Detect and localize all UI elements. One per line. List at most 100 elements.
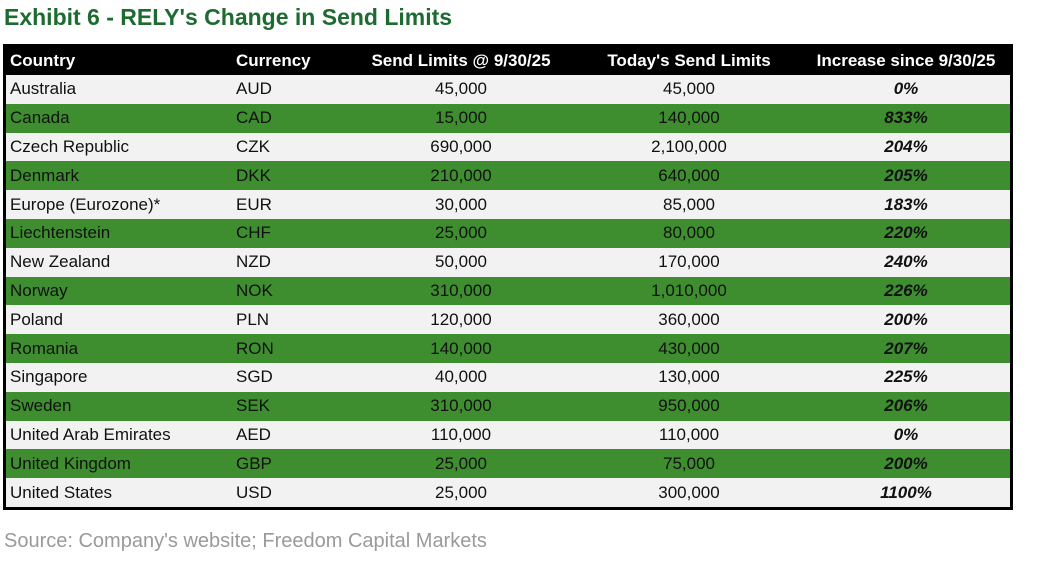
table-cell: 30,000 [435,194,487,214]
table-cell: Denmark [10,165,79,185]
table-cell: 140,000 [658,108,720,128]
table-cell: CAD [236,108,272,128]
table-cell: Romania [10,338,79,358]
table-cell: 210,000 [430,165,492,185]
header-cell: Country [10,51,76,70]
table-cell: RON [236,338,274,358]
table-cell: 430,000 [658,338,720,358]
table: Country Currency Send Limits @ 9/30/25 Toda… [3,44,1013,510]
table-cell: 690,000 [430,136,492,156]
table-cell: USD [236,482,272,502]
table-cell: 130,000 [658,367,720,387]
table-cell: 204% [884,136,928,156]
table-row: Poland PLN 120,000 360,000 200% [6,305,1010,335]
table-cell: 833% [884,108,928,128]
header-cell: Currency [236,51,311,70]
table-cell: 110,000 [658,424,720,444]
table-row: United States USD 25,000 300,000 1100% [6,478,1010,507]
table-row: Singapore SGD 40,000 130,000 225% [6,362,1010,392]
table-cell: 85,000 [663,194,715,214]
source-note: Source: Company's website; Freedom Capit… [4,530,487,552]
table-cell: 200% [884,453,928,473]
table-cell: 25,000 [435,453,487,473]
table-cell: 226% [884,280,928,300]
table-cell: 120,000 [430,309,492,329]
table-cell: Canada [10,108,70,128]
table-cell: 640,000 [658,165,720,185]
table-cell: 310,000 [430,280,492,300]
table-cell: 110,000 [430,424,492,444]
table-cell: 220% [884,223,928,243]
table-row: Europe (Eurozone)* EUR 30,000 85,000 183% [6,190,1010,219]
table-cell: NOK [236,280,273,300]
table-cell: 170,000 [658,252,720,272]
table-cell: 45,000 [663,79,715,99]
table-cell: New Zealand [10,252,111,272]
table-cell: 25,000 [435,482,487,502]
table-cell: 25,000 [435,223,487,243]
table-cell: SEK [236,396,271,416]
table-cell: 950,000 [658,396,720,416]
table-cell: 200% [884,309,928,329]
header-cell: Today's Send Limits [607,51,771,70]
table-cell: 1,010,000 [651,280,727,300]
table-cell: 300,000 [658,482,720,502]
header-cell: Increase since 9/30/25 [816,51,996,70]
table-cell: SGD [236,367,273,387]
table-cell: CZK [236,136,270,156]
table-cell: 207% [884,338,928,358]
table-cell: Norway [10,280,68,300]
table-cell: 50,000 [435,252,487,272]
table-cell: DKK [236,165,271,185]
table-row: Australia AUD 45,000 45,000 0% [6,75,1010,104]
table-cell: 140,000 [430,338,492,358]
table-cell: GBP [236,453,272,473]
table-cell: 0% [893,79,919,99]
header-row: Country Currency Send Limits @ 9/30/25 Toda… [6,47,1010,75]
table-row: United Arab Emirates AED 110,000 110,000 0% [6,420,1010,450]
table-cell: 0% [893,424,919,444]
table-row: Liechtenstein CHF 25,000 80,000 220% [6,218,1010,248]
header-cell: Send Limits @ 9/30/25 [371,51,551,70]
table-row: Denmark DKK 210,000 640,000 205% [6,161,1010,191]
table-cell: United Arab Emirates [10,424,171,444]
table-cell: 205% [884,165,928,185]
table-row: Norway NOK 310,000 1,010,000 226% [6,276,1010,306]
table-cell: 183% [884,194,928,214]
table-cell: 1100% [880,482,932,502]
table-row: Sweden SEK 310,000 950,000 206% [6,391,1010,421]
table-cell: 225% [884,367,928,387]
table-row: United Kingdom GBP 25,000 75,000 200% [6,449,1010,479]
table-cell: 80,000 [663,223,715,243]
table-cell: 310,000 [430,396,492,416]
table-cell: 15,000 [435,108,487,128]
table-cell: 206% [884,396,928,416]
table-cell: 360,000 [658,309,720,329]
table-cell: United States [10,482,113,502]
table-cell: PLN [236,309,270,329]
table-cell: 45,000 [435,79,487,99]
table-cell: Sweden [10,396,72,416]
table-cell: Australia [10,79,77,99]
table-cell: 2,100,000 [651,136,727,156]
table-cell: Singapore [10,367,88,387]
title: Exhibit 6 - RELY's Change in Send Limits [4,4,453,30]
table-cell: Czech Republic [10,136,130,156]
table-cell: 40,000 [435,367,487,387]
table-cell: Poland [10,309,63,329]
table-row: Romania RON 140,000 430,000 207% [6,334,1010,363]
table-cell: EUR [236,194,272,214]
table-row: Canada CAD 15,000 140,000 833% [6,103,1010,133]
table-cell: CHF [236,223,271,243]
table-cell: Europe (Eurozone)* [10,194,161,214]
table-row: New Zealand NZD 50,000 170,000 240% [6,247,1010,277]
table-cell: NZD [236,252,271,272]
table-cell: AUD [236,79,272,99]
table-cell: 240% [884,252,928,272]
table-cell: Liechtenstein [10,223,111,243]
table-cell: United Kingdom [10,453,131,473]
table-cell: AED [236,424,271,444]
table-cell: 75,000 [663,453,715,473]
table-row: Czech Republic CZK 690,000 2,100,000 204% [6,132,1010,162]
